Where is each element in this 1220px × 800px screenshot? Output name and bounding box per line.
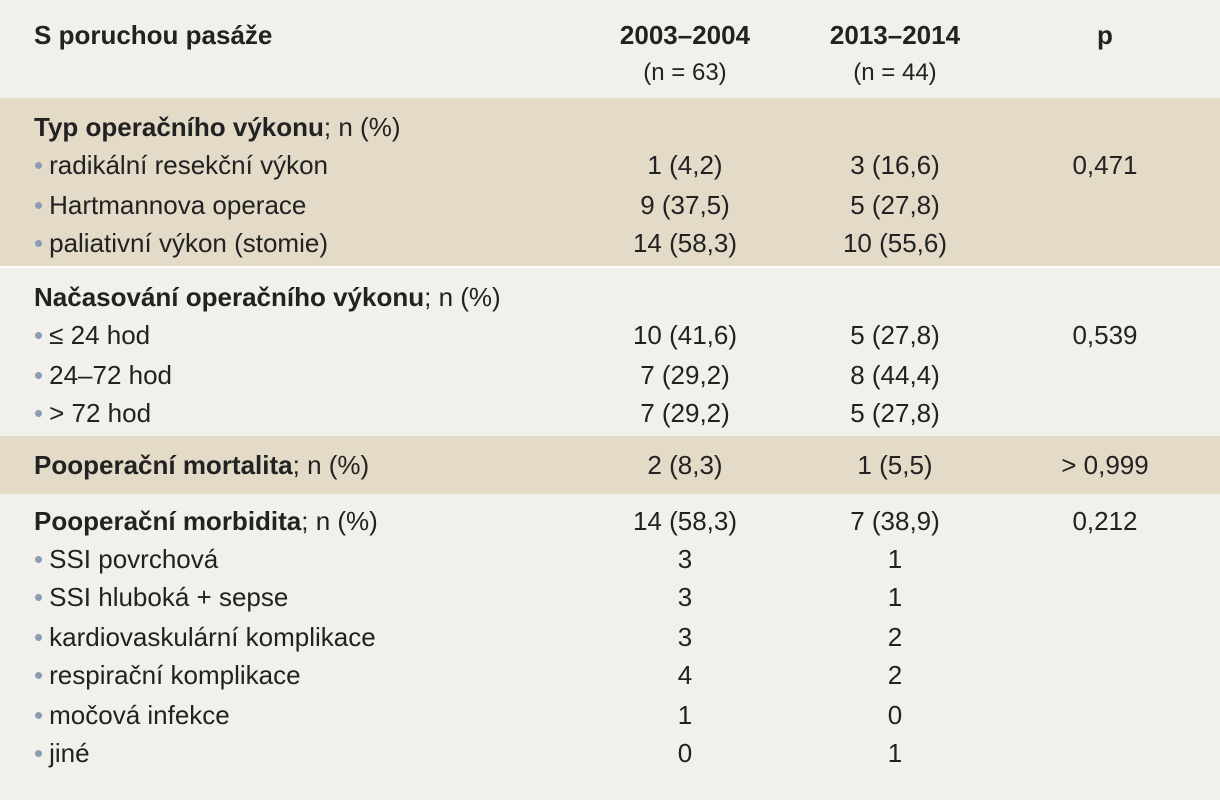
cell-value: 3 [677,622,693,652]
cell-value: 10 (41,6) [632,320,738,350]
section-title: Typ operačního výkonu; n (%) [34,112,401,142]
cell-value: 9 (37,5) [640,190,730,220]
cell-value: 0 [677,738,693,768]
cell-p-value: > 0,999 [1061,450,1149,480]
cell-value: 1 [887,738,903,768]
bullet-icon: • [34,700,44,730]
bullet-icon: • [34,398,44,428]
cell-value: 1 [887,582,903,612]
list-item: • > 72 hod [34,398,152,428]
cell-value: 3 (16,6) [850,150,940,180]
cell-p-value: 0,212 [1072,506,1138,536]
list-item: • močová infekce [34,700,230,730]
cell-value: 2 [887,622,903,652]
bullet-icon: • [34,228,44,258]
list-item: • jiné [34,738,90,768]
cell-value: 3 [677,582,693,612]
bullet-icon: • [34,622,44,652]
cell-value: 8 (44,4) [850,360,940,390]
list-item: • respirační komplikace [34,660,301,690]
bullet-icon: • [34,320,44,350]
section-title: Načasování operačního výkonu; n (%) [34,282,501,312]
cell-value: 1 [677,700,693,730]
list-item: • SSI povrchová [34,544,219,574]
cell-value: 5 (27,8) [850,190,940,220]
cell-value: 10 (55,6) [842,228,948,258]
list-item: • kardiovaskulární komplikace [34,622,376,652]
list-item: • SSI hluboká + sepse [34,582,289,612]
table-title: S poruchou pasáže [34,20,273,50]
cell-value: 14 (58,3) [632,506,738,536]
list-item: • paliativní výkon (stomie) [34,228,328,258]
cell-value: 4 [677,660,693,690]
cell-value: 1 (5,5) [857,450,933,480]
cell-value: 0 [887,700,903,730]
col2-n: (n = 44) [853,59,937,86]
list-item: • 24–72 hod [34,360,173,390]
col2-header: 2013–2014 [829,20,961,50]
cell-value: 5 (27,8) [850,398,940,428]
bullet-icon: • [34,360,44,390]
section-title: Pooperační mortalita; n (%) [34,450,370,480]
list-item: • ≤ 24 hod [34,320,151,350]
bullet-icon: • [34,582,44,612]
cell-value: 1 [887,544,903,574]
cell-value: 14 (58,3) [632,228,738,258]
section-band [0,436,1220,494]
cell-value: 7 (29,2) [640,360,730,390]
divider [0,266,1220,268]
cell-value: 7 (38,9) [850,506,940,536]
col1-n: (n = 63) [643,59,727,86]
col1-header: 2003–2004 [619,20,751,50]
section-band [0,98,1220,266]
bullet-icon: • [34,660,44,690]
cell-value: 7 (29,2) [640,398,730,428]
cell-value: 3 [677,544,693,574]
section-title: Pooperační morbidita; n (%) [34,506,378,536]
cell-p-value: 0,471 [1072,150,1138,180]
bullet-icon: • [34,190,44,220]
col3-header: p [1097,20,1113,50]
cell-p-value: 0,539 [1072,320,1138,350]
cell-value: 5 (27,8) [850,320,940,350]
list-item: • Hartmannova operace [34,190,307,220]
bullet-icon: • [34,738,44,768]
cell-value: 1 (4,2) [647,150,723,180]
cell-value: 2 [887,660,903,690]
list-item: • radikální resekční výkon [34,150,329,180]
bullet-icon: • [34,544,44,574]
bullet-icon: • [34,150,44,180]
cell-value: 2 (8,3) [647,450,723,480]
